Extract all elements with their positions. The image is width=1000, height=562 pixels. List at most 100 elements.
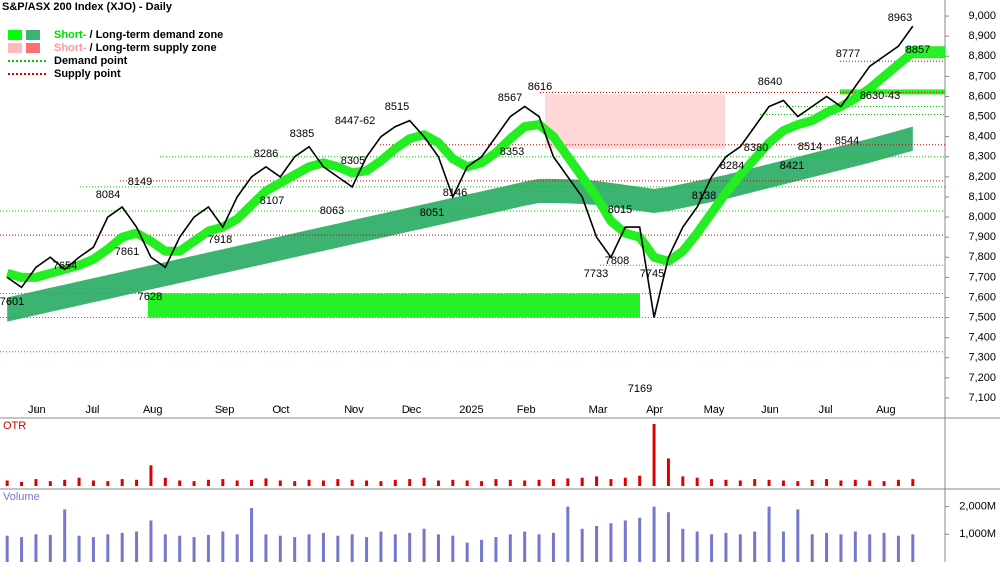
price-annotation: 8567 (498, 92, 522, 104)
chart-title: S&P/ASX 200 Index (XJO) - Daily (2, 1, 173, 13)
volume-bar (738, 534, 742, 562)
y-tick-label: 2,000M (959, 501, 996, 513)
x-tick-label: Dec (402, 404, 422, 416)
price-annotation: 8107 (260, 195, 284, 207)
legend-label: Supply point (54, 68, 121, 80)
otr-bar (120, 479, 124, 486)
otr-bar (408, 479, 412, 486)
volume-bar (882, 532, 886, 562)
y-tick-label: 1,000M (959, 528, 996, 540)
otr-bar (537, 479, 541, 486)
volume-bar (365, 537, 369, 562)
otr-bar (5, 480, 9, 486)
y-tick-label: 7,200 (968, 372, 996, 384)
volume-bar (595, 526, 599, 562)
otr-bar (48, 481, 52, 486)
price-annotation: 7733 (584, 268, 608, 280)
legend-part: / (86, 29, 95, 41)
zone (545, 94, 725, 149)
price-annotation: 8447-62 (335, 115, 375, 127)
volume-bar (609, 523, 613, 562)
volume-bar (278, 535, 282, 562)
otr-bar (206, 479, 210, 486)
x-tick-label: Jun (28, 404, 46, 416)
otr-bar (422, 477, 426, 486)
price-annotation: 8514 (798, 141, 822, 153)
x-tick-label: Apr (646, 404, 663, 416)
x-tick-label: Aug (876, 404, 896, 416)
volume-bar (465, 542, 469, 562)
volume-bar (810, 534, 814, 562)
volume-bar (896, 535, 900, 562)
volume-bar (796, 509, 800, 562)
legend-label: Short- / Long-term supply zone (54, 42, 217, 54)
zone (840, 89, 945, 95)
otr-bar (638, 475, 642, 486)
otr-bar (321, 480, 325, 486)
otr-bar (379, 481, 383, 486)
price-annotation: 8051 (420, 207, 444, 219)
x-tick-label: Jul (819, 404, 833, 416)
y-tick-label: 8,600 (968, 90, 996, 102)
otr-bar (20, 481, 24, 486)
y-tick-label: 8,400 (968, 131, 996, 143)
otr-bar (63, 479, 67, 486)
volume-bar (264, 534, 268, 562)
volume-bar (106, 534, 110, 562)
otr-bar (350, 479, 354, 486)
legend-swatch (8, 43, 22, 53)
y-tick-label: 8,500 (968, 110, 996, 122)
volume-bar (178, 535, 182, 562)
otr-bar (580, 477, 584, 486)
legend-label: Short- / Long-term demand zone (54, 29, 223, 41)
otr-bar (235, 480, 239, 486)
otr-bar (882, 481, 886, 486)
volume-bar (494, 537, 498, 562)
otr-bar (365, 480, 369, 486)
volume-bar (120, 532, 124, 562)
volume-bar (523, 531, 527, 562)
volume-bar (652, 506, 656, 562)
volume-bar (853, 531, 857, 562)
otr-bar (34, 479, 38, 486)
price-annotation: 7628 (138, 291, 162, 303)
price-annotation: 8963 (888, 12, 912, 24)
otr-bar (623, 477, 627, 486)
y-tick-label: 7,300 (968, 352, 996, 364)
y-tick-label: 8,300 (968, 151, 996, 163)
otr-bar (595, 476, 599, 486)
y-tick-label: 8,800 (968, 50, 996, 62)
price-annotation: 8616 (528, 81, 552, 93)
otr-bar (436, 480, 440, 486)
x-tick-label: Nov (344, 404, 364, 416)
panel-title: OTR (3, 420, 26, 432)
volume-bar (422, 528, 426, 562)
price-annotation: 8015 (608, 204, 632, 216)
price-annotation: 7169 (628, 383, 652, 395)
volume-bar (508, 534, 512, 562)
otr-bar (192, 481, 196, 486)
y-tick-label: 8,000 (968, 211, 996, 223)
y-tick-label: 8,700 (968, 70, 996, 82)
volume-bar (192, 537, 196, 562)
price-annotation: 8149 (128, 176, 152, 188)
legend: Short- / Long-term demand zone Short- / … (8, 29, 223, 80)
volume-bar (63, 509, 67, 562)
otr-bar (839, 480, 843, 486)
volume-bar (307, 534, 311, 562)
otr-bar (293, 481, 297, 486)
volume-bar (77, 535, 81, 562)
x-tick-label: 2025 (459, 404, 483, 416)
price-annotation: 8630-43 (860, 90, 900, 102)
otr-bar (896, 479, 900, 486)
x-tick-label: Mar (589, 404, 608, 416)
volume-bar (206, 534, 210, 562)
volume-bar (681, 528, 685, 562)
legend-part: Long-term demand zone (96, 29, 224, 41)
x-tick-label: Feb (517, 404, 536, 416)
volume-bar (638, 517, 642, 562)
volume-bar (436, 534, 440, 562)
otr-bar (480, 481, 484, 486)
otr-bar (465, 480, 469, 486)
price-line (6, 25, 914, 318)
